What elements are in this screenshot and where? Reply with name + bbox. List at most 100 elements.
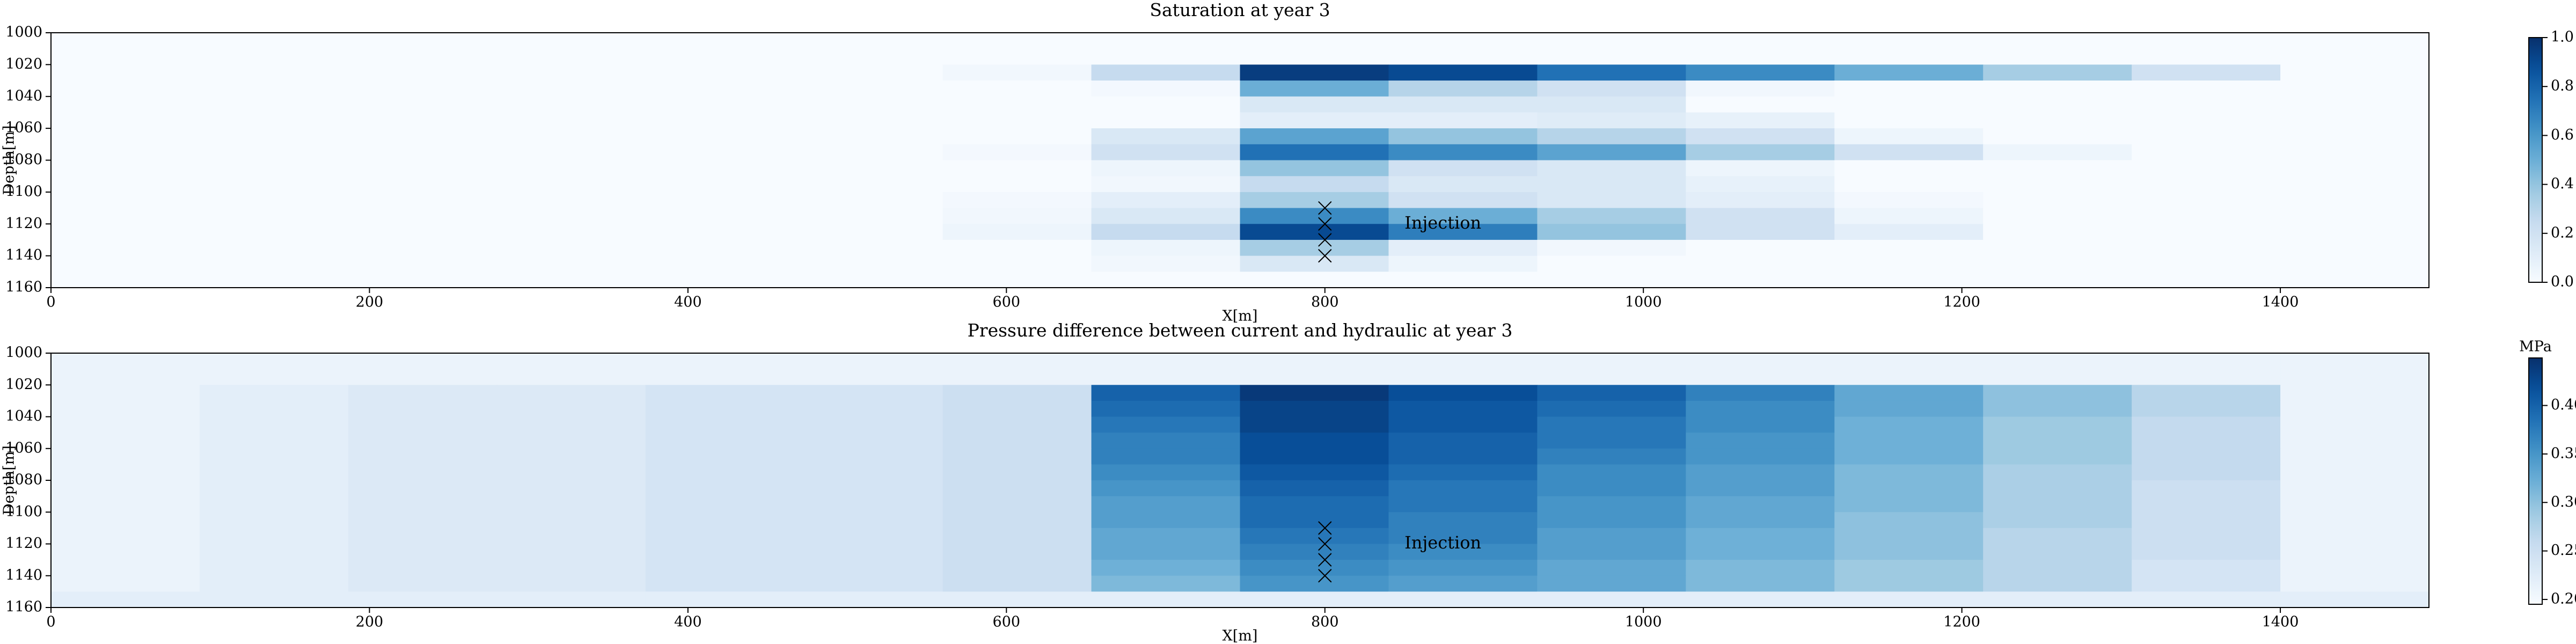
- heatmap-cell: [1686, 528, 1835, 545]
- heatmap-cell: [348, 464, 497, 481]
- heatmap-cell: [1983, 239, 2132, 257]
- heatmap-cell: [794, 591, 943, 608]
- heatmap-cell: [1983, 591, 2132, 608]
- heatmap-cell: [1091, 192, 1241, 209]
- heatmap-cell: [348, 239, 497, 257]
- heatmap-cell: [51, 48, 200, 65]
- heatmap-cell: [51, 400, 200, 418]
- heatmap-cell: [1240, 255, 1389, 272]
- heatmap-cell: [2280, 208, 2429, 224]
- marker-stroke: [1318, 201, 1332, 215]
- heatmap-cell: [1983, 272, 2132, 288]
- heatmap-cell: [1834, 496, 1984, 513]
- colorbar-tick-label: 0.2: [2551, 224, 2574, 241]
- heatmap-cell: [942, 512, 1092, 529]
- heatmap-cell: [1834, 176, 1984, 193]
- heatmap-cell: [1537, 80, 1686, 97]
- heatmap-cell: [2132, 512, 2281, 529]
- heatmap-cell: [942, 128, 1092, 145]
- heatmap-cell: [348, 112, 497, 129]
- heatmap-cell: [942, 385, 1092, 401]
- heatmap-cell: [496, 560, 646, 576]
- heatmap-cell: [942, 112, 1092, 129]
- y-tick-label: 1000: [5, 345, 42, 361]
- marker-stroke: [1318, 248, 1332, 263]
- heatmap-cell: [199, 160, 349, 177]
- heatmap-cell: [794, 496, 943, 513]
- heatmap-cell: [1240, 575, 1389, 592]
- heatmap-cell: [1091, 128, 1241, 145]
- heatmap-cell: [1091, 272, 1241, 288]
- heatmap-cell: [1686, 255, 1835, 272]
- heatmap-cell: [942, 239, 1092, 257]
- heatmap-cell: [348, 528, 497, 545]
- heatmap-cell: [348, 416, 497, 433]
- heatmap-cell: [1537, 239, 1686, 257]
- heatmap-cell: [1834, 512, 1984, 529]
- heatmap-cell: [645, 80, 795, 97]
- heatmap-cell: [942, 64, 1092, 81]
- heatmap-cell: [794, 464, 943, 481]
- heatmap-cell: [2132, 385, 2281, 401]
- heatmap-cell: [199, 80, 349, 97]
- heatmap-cell: [1388, 528, 1538, 545]
- heatmap-cell: [1240, 224, 1389, 240]
- heatmap-cell: [1537, 255, 1686, 272]
- heatmap-cell: [942, 48, 1092, 65]
- heatmap-cell: [1834, 353, 1984, 370]
- heatmap-cell: [1686, 192, 1835, 209]
- heatmap-cell: [2132, 239, 2281, 257]
- heatmap-cell: [2132, 591, 2281, 608]
- y-tick-label: 1100: [5, 503, 42, 520]
- heatmap-cell: [51, 369, 200, 385]
- heatmap-cell: [348, 400, 497, 418]
- heatmap-cell: [1240, 64, 1389, 81]
- heatmap-cell: [348, 176, 497, 193]
- heatmap-cell: [496, 400, 646, 418]
- heatmap-cell: [645, 48, 795, 65]
- colorbar-tick-label: 0.4: [2551, 175, 2574, 192]
- heatmap-cell: [1537, 400, 1686, 418]
- heatmap-cell: [51, 496, 200, 513]
- heatmap-cell: [2280, 369, 2429, 385]
- heatmap-cell: [1537, 353, 1686, 370]
- heatmap-cell: [1091, 448, 1241, 465]
- heatmap-cell: [942, 96, 1092, 113]
- heatmap-cell: [51, 96, 200, 113]
- heatmap-cell: [1537, 480, 1686, 497]
- heatmap-cell: [1983, 353, 2132, 370]
- heatmap-cell: [1240, 272, 1389, 288]
- heatmap-cell: [1388, 480, 1538, 497]
- heatmap-cell: [1240, 560, 1389, 576]
- heatmap-cell: [1983, 224, 2132, 240]
- y-axis-label: Depth[m]: [1, 445, 18, 515]
- heatmap-cell: [2280, 64, 2429, 81]
- heatmap-cell: [645, 433, 795, 449]
- heatmap-cell: [348, 272, 497, 288]
- heatmap-cell: [51, 64, 200, 81]
- heatmap-cell: [1091, 353, 1241, 370]
- heatmap-cell: [1537, 575, 1686, 592]
- heatmap-cell: [496, 496, 646, 513]
- heatmap-cell: [1091, 416, 1241, 433]
- heatmap-cell: [199, 224, 349, 240]
- heatmap-cell: [199, 208, 349, 224]
- heatmap-cell: [1834, 560, 1984, 576]
- heatmap-cell: [2280, 480, 2429, 497]
- heatmap-cell: [1388, 272, 1538, 288]
- heatmap-cell: [794, 353, 943, 370]
- marker-stroke: [1318, 569, 1332, 583]
- heatmap-cell: [1388, 544, 1538, 560]
- heatmap-cell: [1091, 208, 1241, 224]
- heatmap-cell: [1388, 224, 1538, 240]
- y-axis-label: Depth[m]: [1, 126, 18, 195]
- chart-title: Saturation at year 3: [1150, 0, 1330, 20]
- y-tick-label: 1040: [5, 408, 42, 425]
- y-tick-label: 1060: [5, 440, 42, 456]
- heatmap-cell: [2132, 272, 2281, 288]
- heatmap-cell: [942, 496, 1092, 513]
- heatmap-cell: [1686, 512, 1835, 529]
- heatmap-cell: [645, 224, 795, 240]
- heatmap-cell: [199, 33, 349, 49]
